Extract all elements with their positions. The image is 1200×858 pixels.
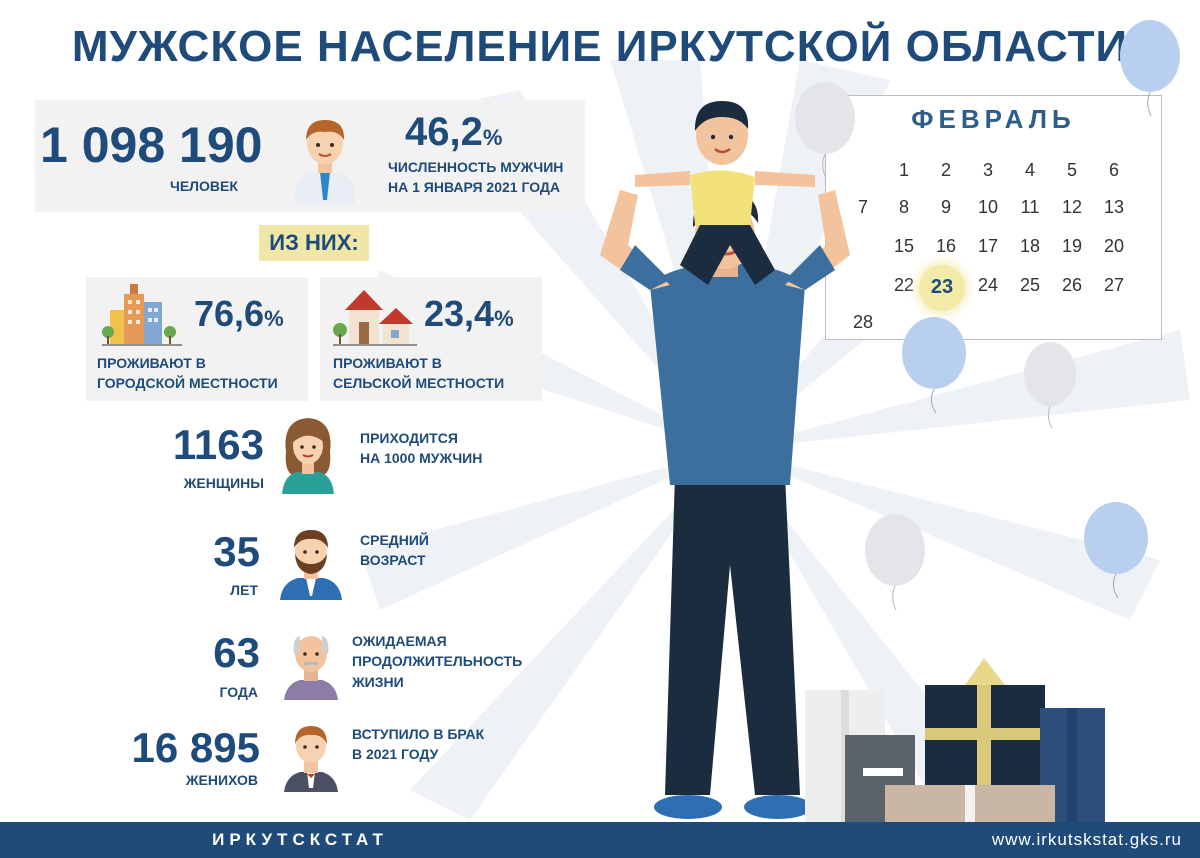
calendar-day: 19 — [1061, 236, 1083, 256]
calendar: ФЕВРАЛЬ 1 2 3 4 5 6 7 8 9 10 11 12 13 15 16 17 18 19 20 22 2… — [825, 95, 1162, 340]
father-with-child-illustration — [580, 95, 870, 822]
balloon-icon — [898, 315, 970, 415]
women-unit: ЖЕНЩИНЫ — [183, 475, 264, 491]
calendar-highlight-marker — [919, 265, 965, 311]
age-caption-line1: СРЕДНИЙ — [360, 532, 429, 548]
calendar-day: 18 — [1019, 236, 1041, 256]
total-value: 1 098 190 — [40, 117, 263, 173]
calendar-grid: 1 2 3 4 5 6 7 8 9 10 11 12 13 15 16 17 18 19 20 22 24 25 26 27 2… — [826, 96, 1161, 339]
calendar-day: 15 — [893, 236, 915, 256]
total-caption-line2: НА 1 ЯНВАРЯ 2021 ГОДА — [388, 179, 560, 196]
village-houses-icon — [333, 284, 417, 346]
calendar-day: 13 — [1103, 197, 1125, 217]
life-unit: ГОДА — [219, 684, 258, 700]
footer-org: ИРКУТСКСТАТ — [212, 830, 388, 849]
calendar-day: 22 — [893, 275, 915, 295]
marriage-caption-line1: ВСТУПИЛО В БРАК — [352, 726, 485, 742]
urban-percent: 76,6% — [194, 296, 284, 332]
calendar-day: 27 — [1103, 275, 1125, 295]
calendar-day: 20 — [1103, 236, 1125, 256]
rural-percent-number: 23,4 — [424, 293, 495, 334]
women-caption: ПРИХОДИТСЯ НА 1000 МУЖЧИН — [360, 428, 482, 469]
of-them-label: ИЗ НИХ: — [259, 225, 369, 261]
woman-icon — [276, 412, 340, 494]
calendar-day: 9 — [940, 197, 951, 217]
balloon-icon — [860, 512, 930, 612]
life-caption: ОЖИДАЕМАЯ ПРОДОЛЖИТЕЛЬНОСТЬ ЖИЗНИ — [352, 631, 522, 692]
calendar-day: 11 — [1020, 197, 1040, 217]
urban-caption-line1: ПРОЖИВАЮТ В — [97, 355, 206, 371]
balloon-icon — [790, 80, 860, 180]
total-percent-sign: % — [482, 125, 503, 150]
rural-caption-line1: ПРОЖИВАЮТ В — [333, 355, 442, 371]
urban-caption-line2: ГОРОДСКОЙ МЕСТНОСТИ — [97, 375, 278, 392]
calendar-day: 12 — [1061, 197, 1083, 217]
calendar-day: 24 — [977, 275, 999, 295]
calendar-day: 26 — [1061, 275, 1083, 295]
total-percent-number: 46,2 — [405, 110, 483, 154]
rural-caption: ПРОЖИВАЮТ В СЕЛЬСКОЙ МЕСТНОСТИ — [333, 353, 504, 394]
calendar-day: 25 — [1019, 275, 1041, 295]
rural-caption-line2: СЕЛЬСКОЙ МЕСТНОСТИ — [333, 375, 505, 392]
marriage-unit: ЖЕНИХОВ — [185, 772, 258, 788]
balloon-icon — [1080, 500, 1152, 600]
groom-icon — [278, 716, 344, 792]
calendar-month: ФЕВРАЛЬ — [911, 104, 1076, 134]
calendar-day: 4 — [1024, 160, 1035, 180]
age-unit: ЛЕТ — [230, 582, 258, 598]
footer-site-link[interactable]: www.irkutskstat.gks.ru — [991, 830, 1182, 849]
urban-percent-sign: % — [264, 306, 284, 331]
calendar-day: 5 — [1066, 160, 1077, 180]
marriage-caption-line2: В 2021 ГОДУ — [352, 746, 439, 763]
city-buildings-icon — [102, 280, 182, 346]
calendar-day: 10 — [977, 197, 999, 217]
calendar-day: 28 — [852, 312, 874, 332]
calendar-day: 2 — [940, 160, 951, 180]
total-unit: ЧЕЛОВЕК — [170, 178, 238, 194]
life-caption-line1: ОЖИДАЕМАЯ — [352, 633, 447, 649]
calendar-day: 1 — [898, 160, 909, 180]
women-caption-line1: ПРИХОДИТСЯ — [360, 430, 458, 446]
total-caption-line1: ЧИСЛЕННОСТЬ МУЖЧИН — [388, 159, 564, 175]
balloon-icon — [1115, 18, 1185, 118]
page-title: МУЖСКОЕ НАСЕЛЕНИЕ ИРКУТСКОЙ ОБЛАСТИ — [71, 22, 1129, 71]
age-caption-line2: ВОЗРАСТ — [360, 552, 426, 569]
marriage-value: 16 895 — [131, 724, 260, 771]
businessman-icon — [290, 110, 360, 205]
life-value: 63 — [213, 629, 260, 676]
calendar-day: 17 — [977, 236, 999, 256]
urban-percent-number: 76,6 — [194, 293, 265, 334]
rural-percent: 23,4% — [424, 296, 514, 332]
life-caption-line3: ЖИЗНИ — [352, 673, 404, 690]
total-percent: 46,2% — [405, 112, 502, 152]
women-caption-line2: НА 1000 МУЖЧИН — [360, 450, 483, 467]
calendar-day: 6 — [1108, 160, 1119, 180]
calendar-day: 3 — [982, 160, 993, 180]
total-caption: ЧИСЛЕННОСТЬ МУЖЧИН НА 1 ЯНВАРЯ 2021 ГОДА — [388, 157, 563, 198]
age-caption: СРЕДНИЙ ВОЗРАСТ — [360, 530, 429, 571]
urban-caption: ПРОЖИВАЮТ В ГОРОДСКОЙ МЕСТНОСТИ — [97, 353, 278, 394]
calendar-day: 16 — [935, 236, 957, 256]
life-caption-line2: ПРОДОЛЖИТЕЛЬНОСТЬ — [352, 653, 523, 670]
calendar-highlighted-day: 23 — [930, 276, 954, 298]
balloon-icon — [1020, 340, 1080, 430]
calendar-day: 7 — [857, 197, 868, 217]
bearded-man-icon — [276, 520, 346, 600]
age-value: 35 — [213, 528, 260, 575]
calendar-day: 8 — [898, 197, 909, 217]
gift-boxes-icon — [805, 650, 1115, 822]
marriage-caption: ВСТУПИЛО В БРАК В 2021 ГОДУ — [352, 724, 484, 765]
elderly-man-icon — [278, 622, 344, 700]
women-value: 1163 — [172, 421, 264, 468]
rural-percent-sign: % — [494, 306, 514, 331]
footer-bar: ИРКУТСКСТАТ www.irkutskstat.gks.ru — [0, 822, 1200, 858]
